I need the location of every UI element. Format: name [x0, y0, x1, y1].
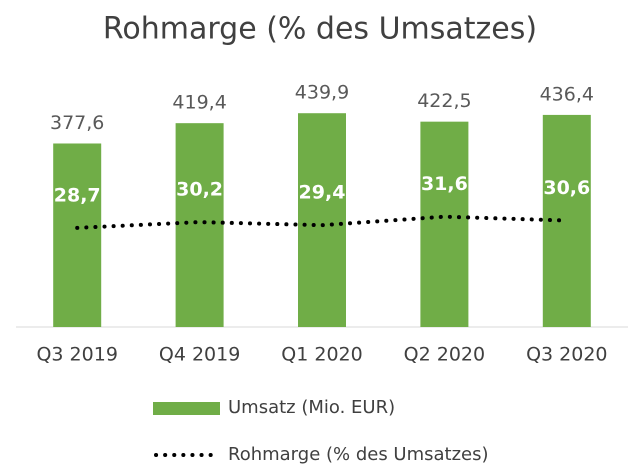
bar — [420, 121, 469, 327]
legend-label: Umsatz (Mio. EUR) — [228, 397, 395, 418]
line — [75, 214, 569, 230]
bar — [175, 123, 224, 327]
bar — [53, 143, 102, 327]
chart-title: Rohmarge (% des Umsatzes) — [103, 12, 537, 47]
x-tick-label: Q1 2020 — [281, 344, 362, 366]
line-value-label: 31,6 — [421, 173, 468, 195]
line-value-label: 30,6 — [543, 177, 590, 199]
line-value-label: 30,2 — [176, 179, 223, 201]
bar-value-label: 439,9 — [295, 82, 349, 104]
bar-value-label: 419,4 — [172, 92, 226, 114]
bar-value-label: 377,6 — [50, 112, 104, 134]
legend-swatch — [153, 402, 220, 415]
line-value-label: 28,7 — [54, 184, 101, 206]
x-tick-label: Q4 2019 — [159, 344, 240, 366]
bar-value-label: 422,5 — [417, 90, 471, 112]
legend-label: Rohmarge (% des Umsatzes) — [228, 444, 489, 465]
x-tick-label: Q3 2019 — [36, 344, 117, 366]
x-tick-label: Q3 2020 — [526, 344, 607, 366]
bar-value-label: 436,4 — [540, 83, 594, 105]
x-tick-label: Q2 2020 — [404, 344, 485, 366]
line-value-label: 29,4 — [299, 182, 346, 204]
bar — [298, 113, 346, 327]
